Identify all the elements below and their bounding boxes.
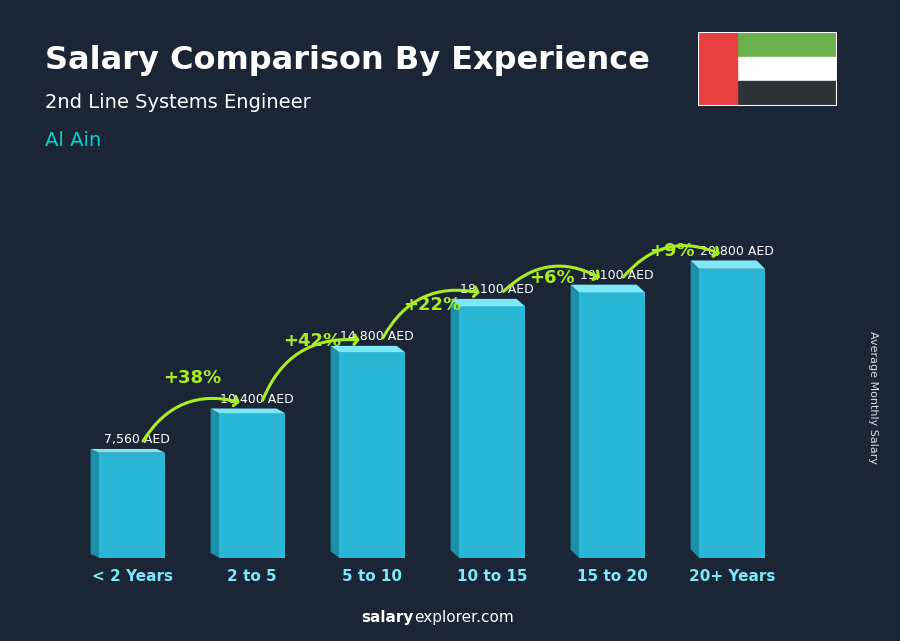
Polygon shape	[211, 408, 219, 558]
Text: 14,800 AED: 14,800 AED	[340, 330, 414, 343]
Text: Average Monthly Salary: Average Monthly Salary	[868, 331, 878, 464]
Polygon shape	[211, 408, 285, 413]
Text: 7,560 AED: 7,560 AED	[104, 433, 170, 446]
Text: 2nd Line Systems Engineer: 2nd Line Systems Engineer	[45, 93, 310, 112]
Polygon shape	[91, 449, 99, 558]
Polygon shape	[690, 260, 765, 269]
Polygon shape	[91, 449, 165, 453]
Polygon shape	[330, 346, 405, 352]
Polygon shape	[451, 299, 459, 558]
FancyBboxPatch shape	[459, 306, 525, 558]
Text: Salary Comparison By Experience: Salary Comparison By Experience	[45, 45, 650, 76]
Text: +6%: +6%	[529, 269, 575, 287]
Polygon shape	[330, 346, 339, 558]
Bar	[736, 32, 837, 56]
FancyBboxPatch shape	[339, 352, 405, 558]
FancyBboxPatch shape	[99, 453, 165, 558]
Text: +42%: +42%	[283, 332, 341, 350]
Polygon shape	[571, 285, 645, 292]
Text: salary: salary	[362, 610, 414, 625]
Text: 20,800 AED: 20,800 AED	[700, 245, 774, 258]
Text: 19,100 AED: 19,100 AED	[580, 269, 653, 282]
Text: 18,100 AED: 18,100 AED	[460, 283, 534, 296]
Bar	[736, 56, 837, 81]
Text: +9%: +9%	[649, 242, 695, 260]
Bar	[736, 81, 837, 106]
Text: 10,400 AED: 10,400 AED	[220, 393, 293, 406]
Text: explorer.com: explorer.com	[414, 610, 514, 625]
Text: +38%: +38%	[163, 369, 221, 387]
Bar	[698, 32, 736, 106]
Text: +22%: +22%	[403, 296, 461, 313]
Polygon shape	[451, 299, 525, 306]
FancyBboxPatch shape	[579, 292, 645, 558]
Text: Al Ain: Al Ain	[45, 131, 101, 151]
FancyBboxPatch shape	[699, 269, 765, 558]
FancyBboxPatch shape	[219, 413, 285, 558]
Polygon shape	[571, 285, 579, 558]
Polygon shape	[690, 260, 699, 558]
